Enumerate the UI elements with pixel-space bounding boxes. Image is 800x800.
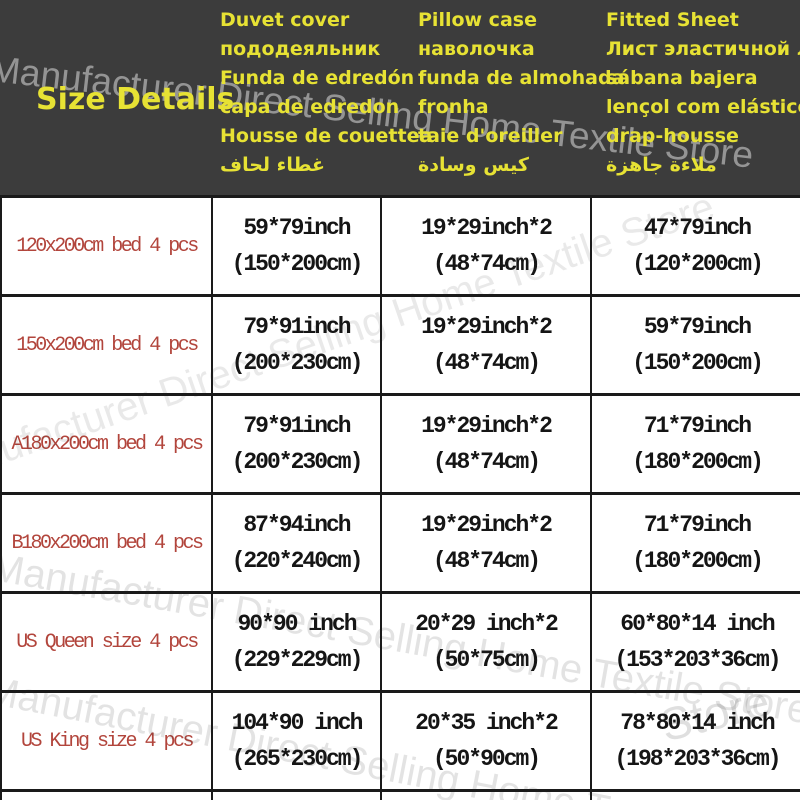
size-table: 120x200cm bed 4 pcs 59*79inch (150*200cm… [0,195,800,800]
table-row: 150x200cm bed 4 pcs 79*91inch (200*230cm… [0,294,800,396]
cell-fitted-size: 60*80*14 inch (153*203*36cm) [590,591,800,693]
cell-pillow-size: 19*29inch*2 (48*74cm) [380,393,592,495]
column-header-line: lençol com elástico [606,96,800,118]
column-header-line: наволочка [418,38,535,60]
cell-bed-size: 120x200cm bed 4 pcs [0,195,213,297]
column-header-line: ملاءة جاهزة [606,154,717,176]
cell-bed-size: US King size 4 pcs [0,690,213,792]
cell-fitted-size: 47*79inch (120*200cm) [590,195,800,297]
cell-duvet-size [211,789,382,800]
column-header-line: пододеяльник [220,38,381,60]
column-header-line: taie d'oreiller [418,125,563,147]
column-header-line: Housse de couettea [220,125,433,147]
table-row: US King size 4 pcs 104*90 inch (265*230c… [0,690,800,792]
table-row-partial [0,789,800,800]
cell-duvet-size: 79*91inch (200*230cm) [211,294,382,396]
cell-bed-size: A180x200cm bed 4 pcs [0,393,213,495]
column-header-line: Duvet cover [220,9,350,31]
cell-duvet-size: 79*91inch (200*230cm) [211,393,382,495]
column-header-line: sábana bajera [606,67,758,89]
cell-pillow-size: 19*29inch*2 (48*74cm) [380,195,592,297]
table-row: US Queen size 4 pcs 90*90 inch (229*229c… [0,591,800,693]
cell-duvet-size: 59*79inch (150*200cm) [211,195,382,297]
column-header-line: Fitted Sheet [606,9,739,31]
column-header-line: Лист эластичной лент [606,38,800,60]
cell-duvet-size: 87*94inch (220*240cm) [211,492,382,594]
cell-pillow-size [380,789,592,800]
table-row: 120x200cm bed 4 pcs 59*79inch (150*200cm… [0,195,800,297]
cell-duvet-size: 90*90 inch (229*229cm) [211,591,382,693]
cell-bed-size: B180x200cm bed 4 pcs [0,492,213,594]
page-title: Size Details [36,82,235,117]
cell-pillow-size: 19*29inch*2 (48*74cm) [380,294,592,396]
column-header-line: capa de edredon [220,96,400,118]
cell-pillow-size: 20*35 inch*2 (50*90cm) [380,690,592,792]
cell-pillow-size: 20*29 inch*2 (50*75cm) [380,591,592,693]
cell-fitted-size: 71*79inch (180*200cm) [590,492,800,594]
column-header-line: fronha [418,96,489,118]
cell-bed-size: US Queen size 4 pcs [0,591,213,693]
column-header-line: funda de almohada [418,67,625,89]
cell-fitted-size: 59*79inch (150*200cm) [590,294,800,396]
table-row: A180x200cm bed 4 pcs 79*91inch (200*230c… [0,393,800,495]
column-header-line: غطاء لحاف [220,154,325,176]
column-header-fitted-sheet: Fitted Sheet Лист эластичной лент sábana… [606,6,800,180]
cell-bed-size [0,789,213,800]
cell-duvet-size: 104*90 inch (265*230cm) [211,690,382,792]
cell-fitted-size: 71*79inch (180*200cm) [590,393,800,495]
cell-bed-size: 150x200cm bed 4 pcs [0,294,213,396]
column-header-line: Funda de edredón [220,67,415,89]
table-row: B180x200cm bed 4 pcs 87*94inch (220*240c… [0,492,800,594]
size-table-container: 120x200cm bed 4 pcs 59*79inch (150*200cm… [0,195,800,800]
column-header-pillow-case: Pillow case наволочка funda de almohada … [418,6,624,180]
cell-pillow-size: 19*29inch*2 (48*74cm) [380,492,592,594]
column-header-duvet-cover: Duvet cover пододеяльник Funda de edredó… [220,6,432,180]
cell-fitted-size: 78*80*14 inch (198*203*36cm) [590,690,800,792]
column-header-line: Pillow case [418,9,537,31]
header-panel: Manufacturer Direct Selling Home Textile… [0,0,800,195]
column-header-line: كيس وسادة [418,154,529,176]
cell-fitted-size [590,789,800,800]
column-header-line: drap-housse [606,125,739,147]
